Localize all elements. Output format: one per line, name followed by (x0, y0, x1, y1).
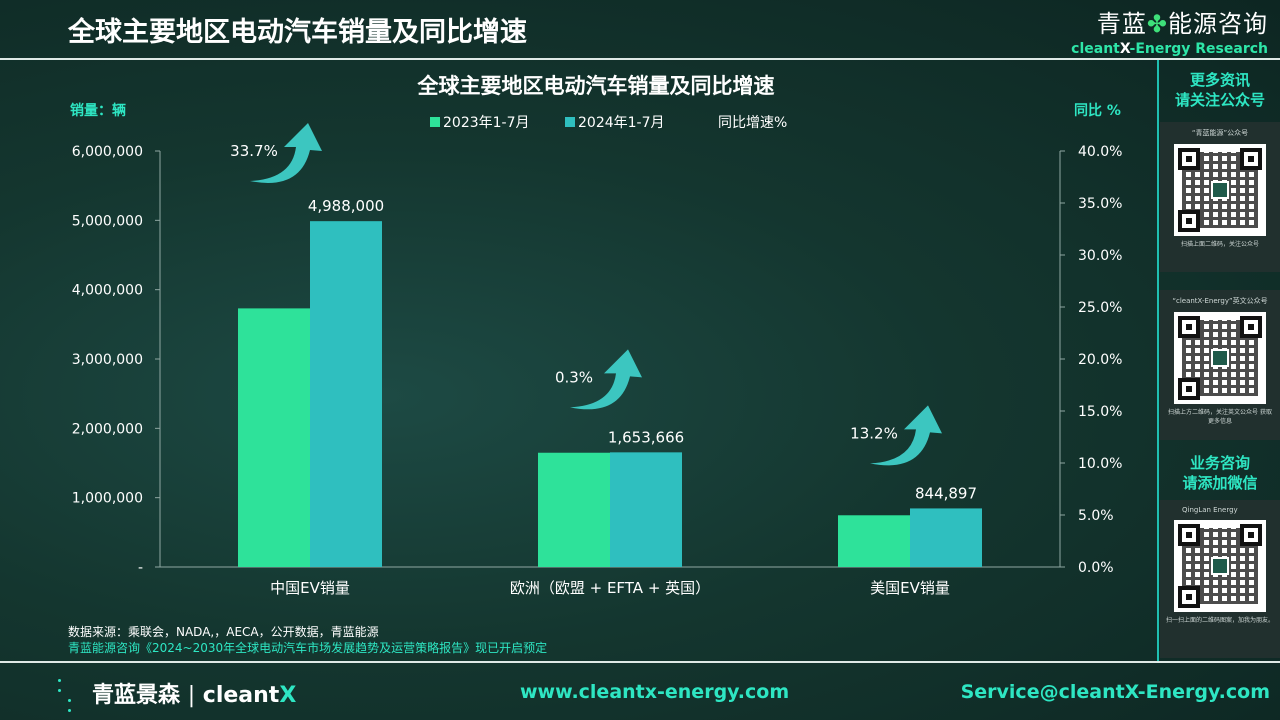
email-link[interactable]: Service@cleantX-Energy.com (960, 681, 1270, 703)
right-axis-label: 同比 % (1074, 102, 1121, 119)
right-tick-label: 35.0% (1078, 196, 1122, 212)
category-label: 欧洲（欧盟 + EFTA + 英国） (510, 579, 710, 597)
footer-divider (0, 661, 1280, 663)
left-tick-label: 5,000,000 (72, 213, 143, 229)
source-note: 数据来源：乘联会，NADA,，AECA，公开数据，青蓝能源 (68, 624, 379, 639)
qr-card-wechat: “青蓝能源”公众号 扫描上面二维码，关注公众号 (1160, 122, 1280, 272)
qr-code-contact[interactable] (1174, 520, 1266, 612)
sidebar-divider (1157, 60, 1159, 661)
left-tick-label: 4,000,000 (72, 283, 143, 299)
footer-logo: 青蓝景森 | cleantX (92, 683, 297, 708)
bar-value-label: 4,988,000 (308, 197, 384, 215)
qr-code-wechat[interactable] (1174, 144, 1266, 236)
decorative-dots-icon (56, 677, 76, 717)
left-tick-label: - (138, 560, 143, 576)
qr-code-english[interactable] (1174, 312, 1266, 404)
chart: 全球主要地区电动汽车销量及同比增速 销量：辆 同比 % 2023年1-7月 202… (68, 74, 1122, 655)
qr-card-contact: QingLan Energy 扫一扫上面的二维码图案，加我为朋友。 (1160, 500, 1280, 658)
left-tick-label: 3,000,000 (72, 352, 143, 368)
footer: 青蓝景森 | cleantX www.cleantx-energy.com Se… (0, 663, 1280, 720)
brand-name-cn: 青蓝✤能源咨询 (1096, 10, 1268, 38)
brand-logo: 青蓝✤能源咨询 cleantX-Energy Research (1038, 4, 1268, 57)
legend-swatch (430, 117, 440, 127)
clover-icon: ✤ (1146, 10, 1168, 38)
right-tick-label: 20.0% (1078, 352, 1122, 368)
growth-arrows: 33.7% 0.3% 13.2% (230, 123, 942, 466)
legend-label: 同比增速% (718, 115, 787, 131)
growth-label: 0.3% (555, 368, 593, 386)
bar-2023 (838, 515, 910, 567)
brand-name-en: cleantX-Energy Research (1071, 41, 1268, 57)
right-tick-label: 0.0% (1078, 560, 1114, 576)
bar-2023 (538, 452, 610, 567)
header-divider (0, 58, 1280, 60)
chart-legend: 2023年1-7月 2024年1-7月 同比增速% (430, 115, 787, 131)
growth-arrow-icon (870, 405, 942, 466)
left-tick-label: 2,000,000 (72, 421, 143, 437)
website-link[interactable]: www.cleantx-energy.com (520, 681, 790, 703)
right-tick-label: 15.0% (1078, 404, 1122, 420)
bar-2024 (610, 452, 682, 567)
right-tick-label: 30.0% (1078, 248, 1122, 264)
bars: 4,988,000 1,653,666 844,897 (238, 197, 982, 567)
right-tick-label: 5.0% (1078, 508, 1114, 524)
right-tick-label: 10.0% (1078, 456, 1122, 472)
right-tick-label: 25.0% (1078, 300, 1122, 316)
consult-title: 业务咨询 请添加微信 (1182, 454, 1258, 492)
growth-arrow-icon (570, 349, 642, 410)
category-labels: 中国EV销量 欧洲（欧盟 + EFTA + 英国） 美国EV销量 (270, 579, 950, 597)
report-note: 青蓝能源咨询《2024~2030年全球电动汽车市场发展趋势及运营策略报告》现已开… (68, 640, 547, 655)
sidebar: 更多资讯 请关注公众号 “青蓝能源”公众号 扫描上面二维码，关注公众号 “cle… (1160, 60, 1280, 661)
growth-arrow-icon (250, 123, 322, 183)
qr-card-english: “cleantX-Energy”英文公众号 扫描上方二维码，关注英文公众号 获取… (1160, 290, 1280, 440)
legend-label: 2023年1-7月 (443, 115, 530, 131)
category-label: 美国EV销量 (870, 579, 950, 597)
left-axis-label: 销量：辆 (70, 102, 126, 119)
right-axis: 0.0% 5.0% 10.0% 15.0% 20.0% 25.0% 30.0% 35.0% 40… (1059, 144, 1122, 576)
bar-value-label: 1,653,666 (608, 428, 684, 446)
category-label: 中国EV销量 (270, 579, 350, 597)
page-title: 全球主要地区电动汽车销量及同比增速 (68, 17, 527, 48)
legend-swatch (565, 117, 575, 127)
right-tick-label: 40.0% (1078, 144, 1122, 160)
bar-2024 (310, 221, 382, 567)
bar-2024 (910, 508, 982, 567)
growth-label: 13.2% (850, 424, 898, 442)
follow-title: 更多资讯 请关注公众号 (1174, 71, 1265, 109)
bar-2023 (238, 308, 310, 567)
legend-label: 2024年1-7月 (578, 115, 665, 131)
left-tick-label: 6,000,000 (72, 144, 143, 160)
bar-value-label: 844,897 (915, 484, 977, 502)
growth-label: 33.7% (230, 142, 278, 160)
left-tick-label: 1,000,000 (72, 491, 143, 507)
chart-title: 全球主要地区电动汽车销量及同比增速 (417, 74, 775, 98)
